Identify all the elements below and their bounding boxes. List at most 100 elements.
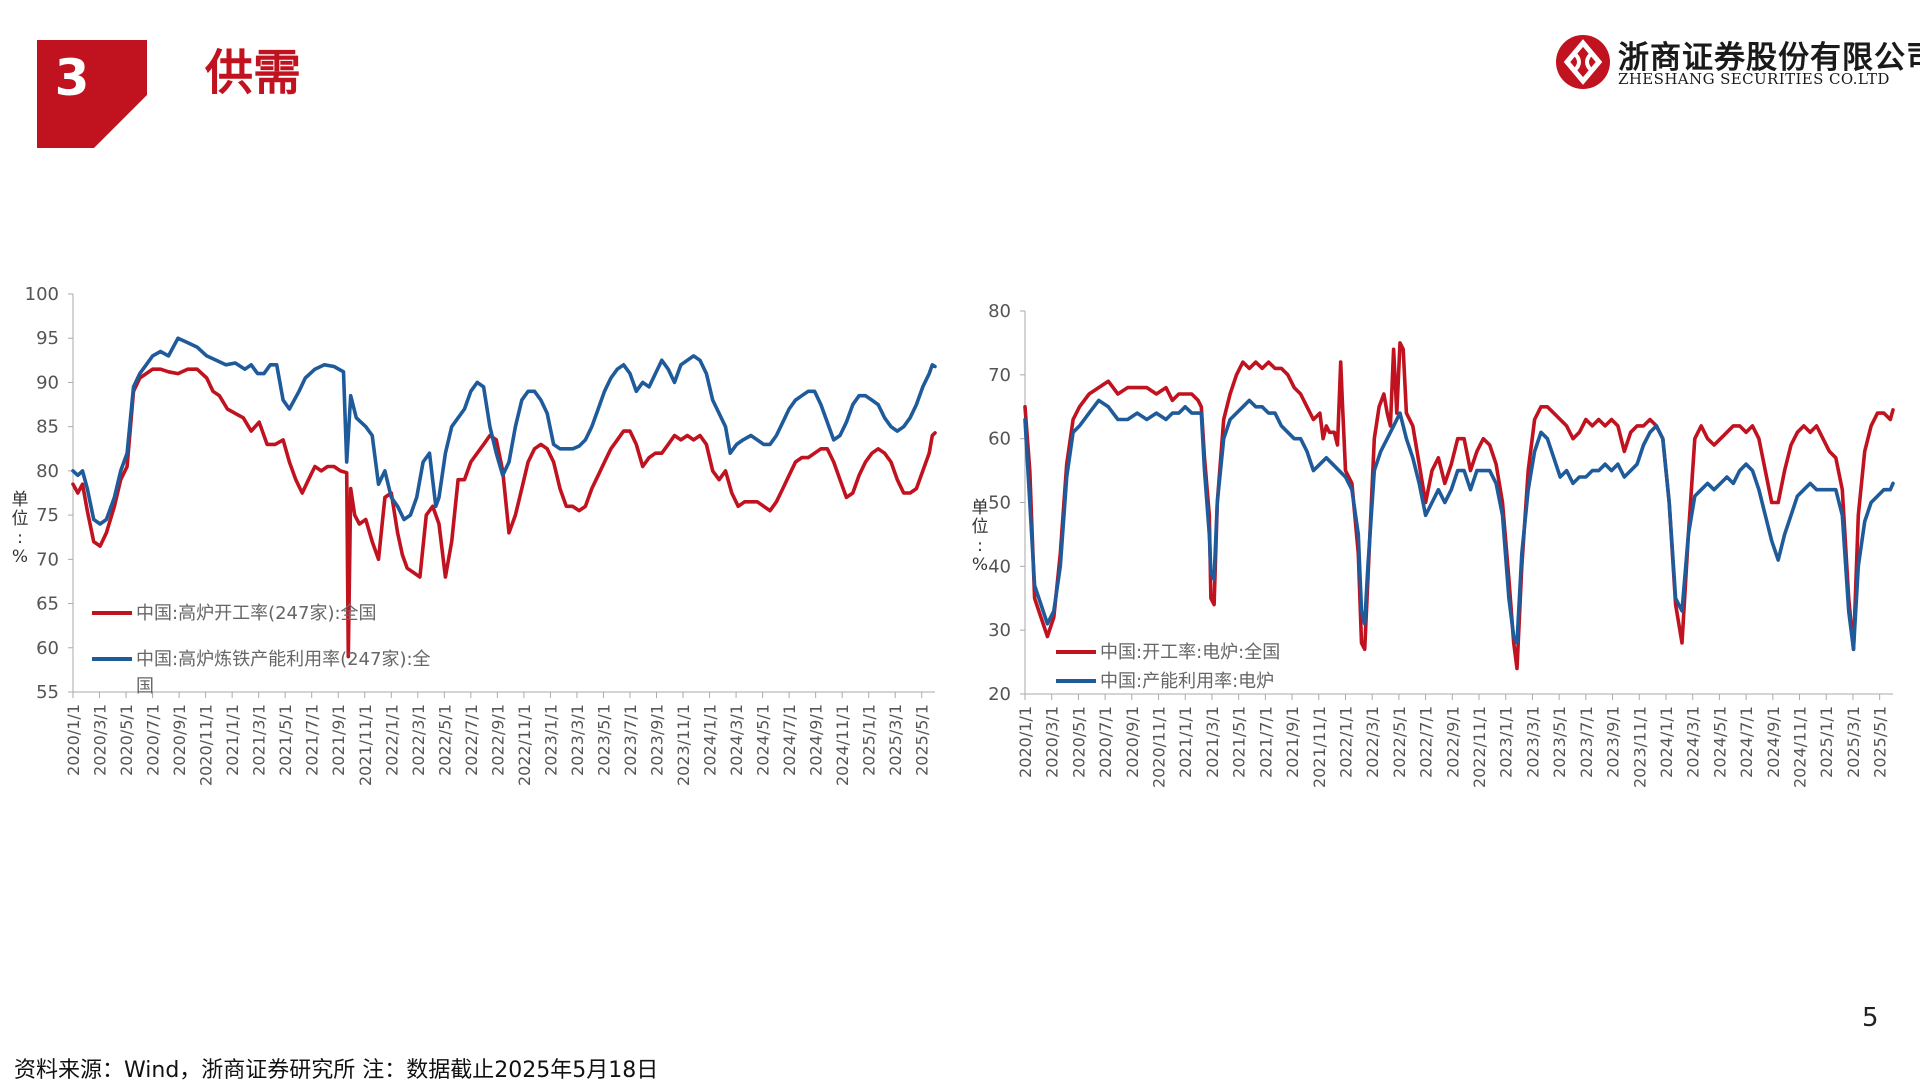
section-number: 3 (54, 49, 90, 107)
x-tick-label: 2022/7/1 (462, 704, 481, 776)
x-tick-label: 2020/11/1 (197, 704, 216, 786)
x-tick-label: 2020/1/1 (1016, 706, 1035, 778)
x-tick-label: 2024/7/1 (780, 704, 799, 776)
legend-label-2: 国 (136, 676, 154, 697)
x-tick-label: 2021/11/1 (1310, 706, 1329, 788)
source-note: 资料来源：Wind，浙商证券研究所 注：数据截止2025年5月18日 (14, 1058, 659, 1083)
y-tick-label: 20 (988, 684, 1011, 705)
y-tick-label: 85 (36, 417, 59, 438)
unit-label-char: 单 (972, 498, 989, 518)
legend-label-2: 中国:高炉炼铁产能利用率(247家):全 (136, 649, 431, 670)
y-tick-label: 80 (36, 461, 59, 482)
page-number: 5 (1862, 1003, 1879, 1033)
x-tick-label: 2020/9/1 (170, 704, 189, 776)
zheshang-logo-icon (1556, 35, 1610, 89)
brand-name-cn: 浙商证券股份有限公司 (1618, 40, 1920, 76)
x-tick-label: 2025/3/1 (886, 704, 905, 776)
x-tick-label: 2021/7/1 (303, 704, 322, 776)
legend-label-2: 中国:产能利用率:电炉 (1100, 671, 1274, 692)
brand-name-en: ZHESHANG SECURITIES CO.LTD (1618, 70, 1890, 88)
x-tick-label: 2022/3/1 (1363, 706, 1382, 778)
x-tick-label: 2022/3/1 (409, 704, 428, 776)
y-tick-label: 70 (988, 365, 1011, 386)
unit-label-char: % (12, 547, 28, 567)
section-badge (37, 40, 147, 148)
x-tick-label: 2023/3/1 (1523, 706, 1542, 778)
series-line-2 (71, 336, 937, 526)
unit-label-char: : (17, 528, 23, 548)
y-tick-label: 55 (36, 682, 59, 703)
x-tick-label: 2022/1/1 (1336, 706, 1355, 778)
x-tick-label: 2020/1/1 (64, 704, 83, 776)
x-tick-label: 2024/5/1 (754, 704, 773, 776)
x-tick-label: 2025/1/1 (860, 704, 879, 776)
x-tick-label: 2024/9/1 (1764, 706, 1783, 778)
y-tick-label: 60 (36, 638, 59, 659)
y-tick-label: 90 (36, 372, 59, 393)
x-tick-label: 2025/1/1 (1817, 706, 1836, 778)
unit-label-char: 位 (972, 517, 989, 537)
chart-blast-furnace: 55 60 65 70 75 80 85 90 95 100 2020/1/1 2020/3/1 202… (12, 284, 937, 786)
x-tick-label: 2024/3/1 (1684, 706, 1703, 778)
x-tick-label: 2022/7/1 (1417, 706, 1436, 778)
y-tick-label: 60 (988, 429, 1011, 450)
x-tick-label: 2023/11/1 (674, 704, 693, 786)
y-tick-label: 95 (36, 328, 59, 349)
x-tick-label: 2023/9/1 (648, 704, 667, 776)
x-tick-label: 2023/1/1 (1497, 706, 1516, 778)
x-tick-label: 2020/3/1 (91, 704, 110, 776)
x-tick-label: 2024/11/1 (1791, 706, 1810, 788)
x-tick-label: 2020/7/1 (1096, 706, 1115, 778)
x-tick-label: 2023/1/1 (541, 704, 560, 776)
x-tick-label: 2020/7/1 (144, 704, 163, 776)
x-tick-label: 2020/3/1 (1043, 706, 1062, 778)
x-tick-label: 2023/11/1 (1630, 706, 1649, 788)
x-tick-label: 2022/9/1 (1443, 706, 1462, 778)
x-tick-label: 2024/1/1 (1657, 706, 1676, 778)
y-tick-label: 70 (36, 549, 59, 570)
x-tick-label: 2022/5/1 (435, 704, 454, 776)
x-tick-label: 2021/3/1 (1203, 706, 1222, 778)
x-tick-label: 2025/5/1 (913, 704, 932, 776)
x-tick-label: 2025/5/1 (1871, 706, 1890, 778)
x-tick-label: 2021/5/1 (276, 704, 295, 776)
x-tick-label: 2021/9/1 (1283, 706, 1302, 778)
y-tick-label: 80 (988, 301, 1011, 322)
legend-label-1: 中国:开工率:电炉:全国 (1100, 642, 1280, 663)
x-tick-label: 2020/9/1 (1123, 706, 1142, 778)
y-tick-label: 50 (988, 493, 1011, 514)
y-tick-label: 100 (25, 284, 59, 305)
series-line-1 (71, 367, 937, 659)
x-tick-label: 2022/11/1 (515, 704, 534, 786)
x-tick-label: 2021/7/1 (1256, 706, 1275, 778)
x-tick-label: 2023/7/1 (1577, 706, 1596, 778)
x-tick-label: 2023/3/1 (568, 704, 587, 776)
x-tick-label: 2024/1/1 (701, 704, 720, 776)
x-tick-label: 2020/11/1 (1150, 706, 1169, 788)
unit-label-char: 位 (12, 509, 29, 529)
x-tick-label: 2021/1/1 (1176, 706, 1195, 778)
y-tick-label: 75 (36, 505, 59, 526)
x-tick-label: 2024/7/1 (1737, 706, 1756, 778)
x-tick-label: 2020/5/1 (1069, 706, 1088, 778)
series-line-2 (1023, 398, 1895, 652)
y-tick-label: 30 (988, 620, 1011, 641)
y-tick-label: 65 (36, 594, 59, 615)
x-tick-label: 2023/7/1 (621, 704, 640, 776)
x-tick-label: 2021/9/1 (329, 704, 348, 776)
x-tick-label: 2024/5/1 (1710, 706, 1729, 778)
x-tick-label: 2022/1/1 (382, 704, 401, 776)
x-tick-label: 2023/9/1 (1604, 706, 1623, 778)
unit-label-char: 单 (12, 490, 29, 510)
x-tick-label: 2022/11/1 (1470, 706, 1489, 788)
x-tick-label: 2022/5/1 (1390, 706, 1409, 778)
x-tick-label: 2024/3/1 (727, 704, 746, 776)
x-tick-label: 2023/5/1 (594, 704, 613, 776)
legend-label-1: 中国:高炉开工率(247家):全国 (136, 603, 377, 624)
x-tick-label: 2023/5/1 (1550, 706, 1569, 778)
x-tick-label: 2021/5/1 (1230, 706, 1249, 778)
x-tick-label: 2024/11/1 (833, 704, 852, 786)
unit-label-char: : (977, 536, 983, 556)
x-tick-label: 2021/11/1 (356, 704, 375, 786)
chart-electric-furnace: 20 30 40 50 60 70 80 2020/1/1 2020/3/1 2020/5/1 20… (972, 301, 1895, 788)
